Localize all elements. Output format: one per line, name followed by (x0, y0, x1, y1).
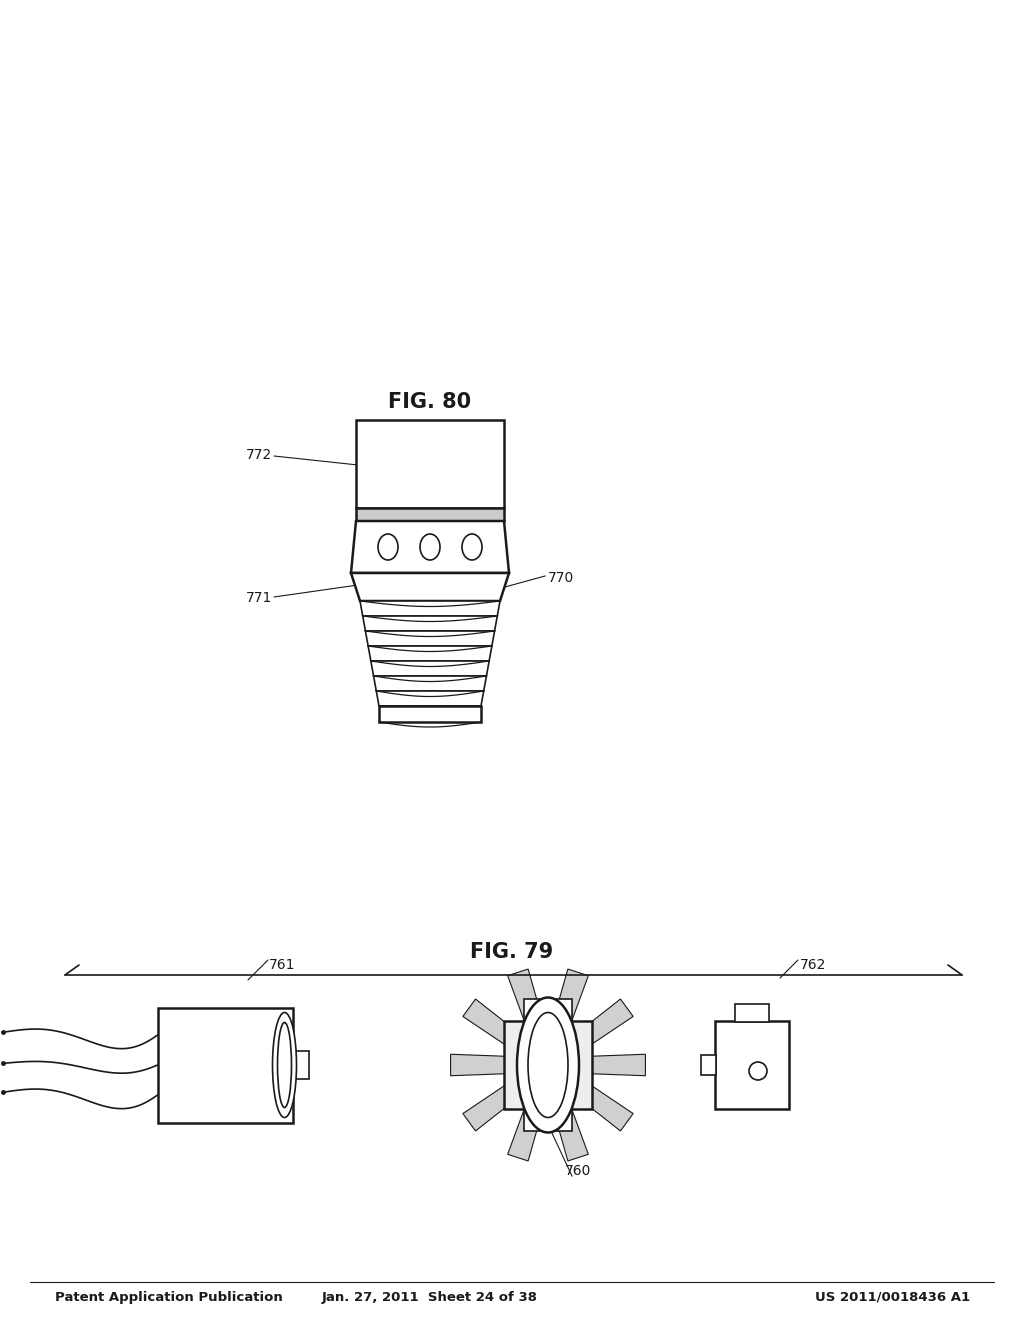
Polygon shape (360, 601, 500, 616)
Polygon shape (366, 631, 495, 645)
Polygon shape (371, 661, 489, 676)
Ellipse shape (528, 1012, 568, 1118)
Bar (356, 508, 504, 521)
Text: Jan. 27, 2011  Sheet 24 of 38: Jan. 27, 2011 Sheet 24 of 38 (322, 1291, 538, 1304)
Ellipse shape (462, 535, 482, 560)
Polygon shape (451, 1055, 505, 1076)
Bar (715, 1020, 790, 1109)
Polygon shape (578, 1084, 633, 1131)
Text: 760: 760 (565, 1164, 591, 1177)
Bar (379, 706, 481, 722)
Bar (701, 1055, 716, 1074)
Polygon shape (362, 616, 498, 631)
Text: Patent Application Publication: Patent Application Publication (55, 1291, 283, 1304)
Polygon shape (508, 969, 543, 1027)
Bar (356, 420, 504, 508)
Polygon shape (463, 999, 518, 1047)
Polygon shape (376, 690, 483, 706)
Text: 770: 770 (548, 572, 574, 585)
Polygon shape (351, 521, 509, 573)
Bar (504, 1020, 592, 1109)
Polygon shape (351, 573, 509, 601)
Text: 771: 771 (246, 591, 272, 605)
Bar (293, 1051, 308, 1078)
Text: FIG. 79: FIG. 79 (470, 942, 554, 962)
Ellipse shape (378, 535, 398, 560)
Text: 762: 762 (800, 958, 826, 972)
Text: FIG. 80: FIG. 80 (388, 392, 472, 412)
Ellipse shape (272, 1012, 297, 1118)
Polygon shape (553, 969, 589, 1027)
Polygon shape (369, 645, 492, 661)
Polygon shape (463, 1084, 518, 1131)
Ellipse shape (278, 1023, 292, 1107)
Bar (524, 1109, 572, 1131)
Circle shape (749, 1063, 767, 1080)
Bar (735, 1005, 769, 1022)
Ellipse shape (420, 535, 440, 560)
Polygon shape (374, 676, 486, 690)
Polygon shape (553, 1104, 589, 1162)
Text: 772: 772 (246, 447, 272, 462)
Bar (158, 1007, 293, 1122)
Ellipse shape (517, 998, 579, 1133)
Polygon shape (591, 1055, 645, 1076)
Polygon shape (578, 999, 633, 1047)
Bar (524, 999, 572, 1020)
Polygon shape (508, 1104, 543, 1162)
Text: US 2011/0018436 A1: US 2011/0018436 A1 (815, 1291, 970, 1304)
Text: 761: 761 (268, 958, 295, 972)
